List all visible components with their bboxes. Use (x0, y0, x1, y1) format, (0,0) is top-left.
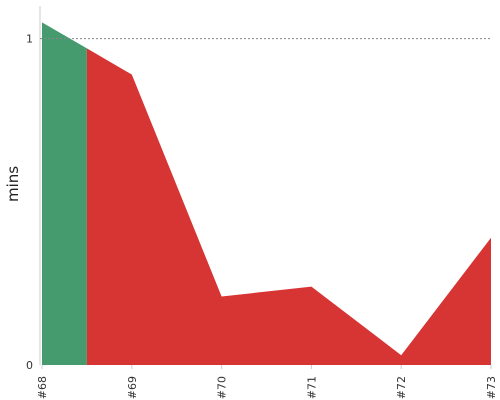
y-axis-title: mins (4, 166, 22, 202)
x-tick-label: #70 (216, 376, 229, 399)
y-tick-label: 0 (26, 359, 33, 372)
x-tick-label: #71 (305, 376, 318, 399)
success-area-segment (42, 22, 87, 366)
y-tick-labels: 01 (26, 33, 33, 372)
x-tick-label: #72 (395, 376, 408, 399)
x-tick-label: #69 (126, 376, 139, 399)
x-tick-labels: #68 #69 #70 #71 #72 #73 (36, 365, 498, 399)
x-tick-label: #73 (485, 376, 498, 399)
failure-area-segment (86, 48, 492, 365)
x-tick-label: #68 (36, 376, 49, 399)
y-tick-label: 1 (26, 33, 33, 46)
plot-area (42, 22, 492, 366)
